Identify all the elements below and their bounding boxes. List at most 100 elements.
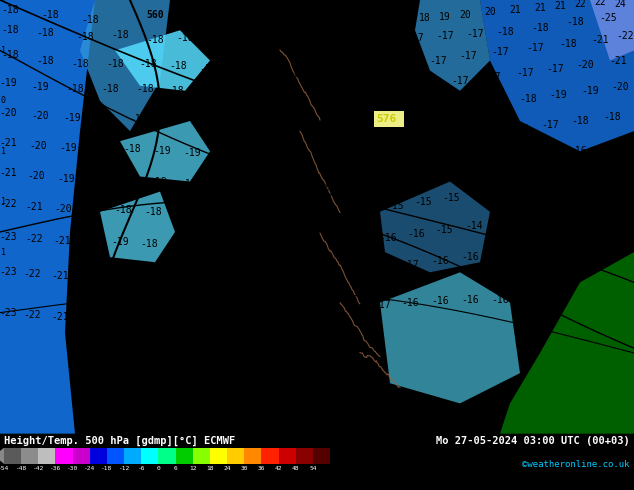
Text: 19: 19 [329, 5, 341, 15]
Text: -42: -42 [33, 466, 44, 471]
Text: -17: -17 [319, 151, 337, 161]
Text: 21: 21 [534, 3, 546, 13]
Text: -17: -17 [235, 183, 253, 193]
Text: -18: -18 [224, 245, 242, 255]
Text: -18: -18 [144, 207, 162, 217]
Polygon shape [120, 121, 210, 181]
Text: -18: -18 [36, 28, 54, 38]
Text: -17: -17 [373, 299, 391, 310]
Text: -17: -17 [399, 60, 417, 70]
Text: -18: -18 [603, 112, 621, 122]
Text: -17: -17 [541, 120, 559, 130]
Text: -18: -18 [36, 55, 54, 66]
Text: -17: -17 [429, 55, 447, 66]
Text: -18: -18 [66, 84, 84, 94]
Text: -15: -15 [472, 189, 490, 198]
Polygon shape [380, 272, 520, 403]
Text: -15: -15 [537, 150, 555, 160]
Text: -18: -18 [309, 93, 327, 103]
Text: -18: -18 [239, 152, 257, 162]
Text: -18: -18 [566, 17, 584, 27]
Text: -18: -18 [247, 122, 265, 132]
Text: -18: -18 [321, 308, 339, 318]
Text: -18: -18 [71, 58, 89, 69]
Text: -18: -18 [146, 35, 164, 46]
Text: -24: -24 [84, 466, 95, 471]
Text: -17: -17 [516, 68, 534, 77]
Text: -16: -16 [407, 229, 425, 239]
Text: -15: -15 [386, 201, 404, 211]
Bar [4, 448, 21, 464]
Bar [244, 448, 261, 464]
Text: -18: -18 [101, 84, 119, 94]
Text: -21: -21 [51, 271, 69, 281]
Text: 22: 22 [594, 0, 606, 7]
Text: -18: -18 [176, 33, 194, 43]
Text: -18: -18 [166, 86, 184, 96]
Text: -19: -19 [226, 91, 244, 101]
Text: -18: -18 [114, 205, 132, 215]
Text: 20: 20 [484, 7, 496, 17]
Text: -15: -15 [414, 196, 432, 207]
Text: -21: -21 [0, 138, 17, 148]
Text: 1: 1 [1, 197, 6, 206]
Bar [38, 448, 55, 464]
Text: 18: 18 [419, 13, 431, 23]
Text: 18: 18 [399, 12, 411, 22]
Text: -17: -17 [327, 241, 345, 251]
Text: -18: -18 [123, 144, 141, 154]
Text: -18: -18 [1, 5, 19, 15]
Text: -20: -20 [0, 108, 17, 118]
Text: -17: -17 [351, 118, 369, 128]
Text: 19: 19 [264, 5, 276, 15]
Text: -18: -18 [559, 39, 577, 49]
Text: -23: -23 [0, 267, 17, 277]
Text: 12: 12 [189, 466, 197, 471]
Text: -18: -18 [111, 30, 129, 40]
Text: -18: -18 [169, 241, 187, 251]
Text: -17: -17 [207, 180, 225, 191]
Text: 576: 576 [376, 114, 396, 124]
Text: -15: -15 [481, 128, 499, 138]
Text: -18: -18 [336, 91, 354, 101]
Text: -16: -16 [281, 214, 299, 224]
Text: -15: -15 [559, 209, 577, 219]
Text: -19: -19 [196, 89, 214, 99]
Bar [73, 448, 90, 464]
Text: -21: -21 [51, 312, 69, 321]
Text: -16: -16 [521, 246, 539, 256]
Text: -16: -16 [451, 132, 469, 142]
Text: -54: -54 [0, 466, 10, 471]
Text: -17: -17 [546, 64, 564, 74]
Text: 1: 1 [1, 0, 6, 4]
Text: -17: -17 [287, 184, 305, 194]
Text: -20: -20 [79, 272, 97, 282]
Text: 1: 1 [1, 46, 6, 55]
Text: 21: 21 [554, 1, 566, 11]
Text: -19: -19 [159, 116, 177, 126]
Text: 19: 19 [354, 7, 366, 17]
Text: -20: -20 [186, 7, 204, 17]
Text: -18: -18 [163, 317, 181, 327]
Text: -21: -21 [0, 169, 17, 178]
Text: -21: -21 [53, 236, 71, 246]
Text: 19: 19 [299, 5, 311, 15]
Bar [176, 448, 193, 464]
Bar [313, 448, 330, 464]
Text: -20: -20 [611, 82, 629, 92]
Text: -18: -18 [299, 123, 317, 133]
Polygon shape [415, 0, 490, 91]
Text: -17: -17 [363, 88, 381, 98]
Polygon shape [0, 448, 4, 464]
Text: -17: -17 [179, 178, 197, 189]
Text: -16: -16 [461, 294, 479, 304]
Text: -18: -18 [136, 84, 154, 94]
Text: -22: -22 [0, 199, 17, 209]
Text: -20: -20 [29, 141, 47, 151]
Text: -14: -14 [465, 221, 483, 231]
Text: -16: -16 [553, 243, 571, 253]
Text: 54: 54 [309, 466, 316, 471]
Text: -12: -12 [119, 466, 130, 471]
Text: -18: -18 [281, 94, 299, 104]
Text: -21: -21 [25, 202, 43, 212]
